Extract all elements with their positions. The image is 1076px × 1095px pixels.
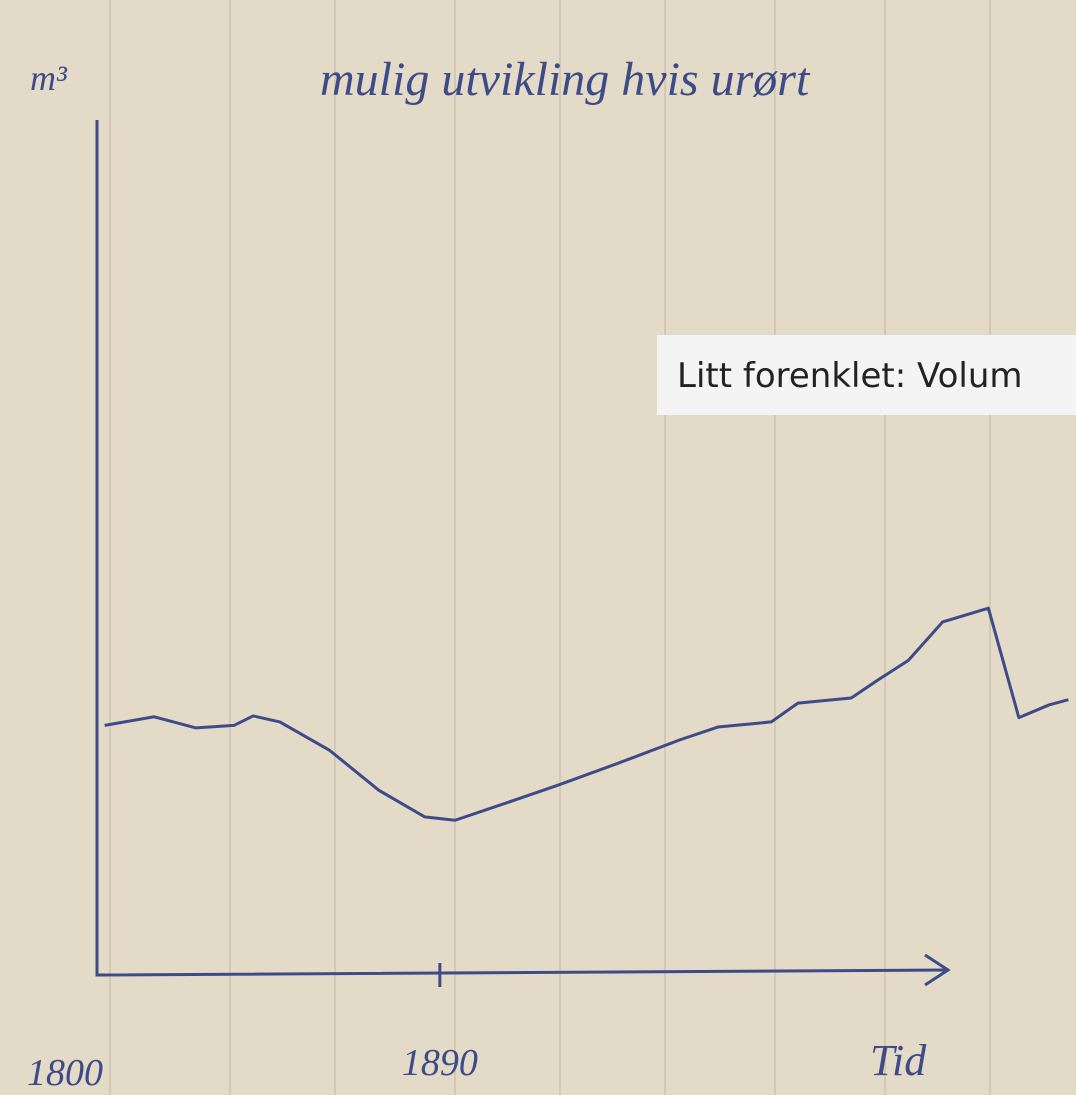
x-tick-label: 1890 xyxy=(402,1042,478,1084)
chart: mulig utvikling hvis urørt m³ Tid Litt f… xyxy=(0,0,1076,1095)
y-axis-label: m³ xyxy=(30,58,68,98)
annotation: Litt forenklet: Volum xyxy=(677,356,1023,396)
x-tick-label: 1800 xyxy=(27,1052,103,1094)
x-axis-label: Tid xyxy=(870,1036,927,1085)
page: mulig utvikling hvis urørt m³ Tid Litt f… xyxy=(0,0,1076,1095)
paper xyxy=(0,0,1076,1095)
chart-title: mulig utvikling hvis urørt xyxy=(320,53,811,106)
